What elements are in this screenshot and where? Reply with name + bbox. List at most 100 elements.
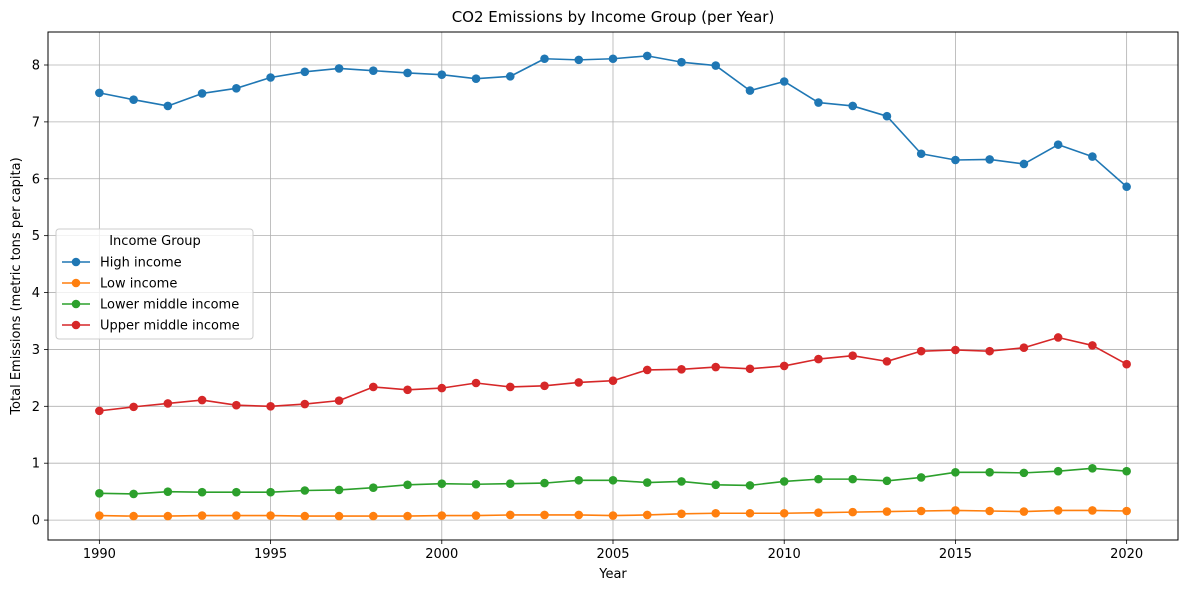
- data-point-low-income: [642, 510, 652, 520]
- data-point-upper-middle-income: [951, 345, 960, 355]
- data-point-lower-middle-income: [779, 477, 789, 486]
- data-point-high-income: [711, 61, 721, 70]
- data-point-upper-middle-income: [848, 351, 857, 360]
- data-point-upper-middle-income: [711, 362, 721, 372]
- data-point-low-income: [1088, 506, 1097, 515]
- data-point-low-income: [266, 511, 275, 520]
- data-point-low-income: [369, 511, 378, 521]
- data-point-high-income: [779, 77, 789, 86]
- data-point-low-income: [574, 510, 584, 520]
- data-point-upper-middle-income: [1019, 343, 1029, 353]
- data-point-upper-middle-income: [471, 378, 481, 388]
- data-point-upper-middle-income: [129, 402, 138, 412]
- data-point-lower-middle-income: [163, 487, 173, 496]
- x-tick-label: 2020: [1110, 547, 1143, 562]
- axis-ticks: 1990 1995 2000 2005 2010 2015 2020 0 1 2 3 4 5 6 7 8: [32, 58, 1143, 562]
- data-point-low-income: [1019, 507, 1029, 516]
- data-point-upper-middle-income: [608, 376, 618, 386]
- data-point-upper-middle-income: [1088, 341, 1097, 350]
- data-point-lower-middle-income: [232, 487, 241, 497]
- data-point-low-income: [985, 506, 994, 516]
- data-point-low-income: [1122, 506, 1131, 516]
- chart-title: CO2 Emissions by Income Group (per Year): [452, 8, 775, 26]
- legend-label: Low income: [100, 277, 177, 292]
- data-point-lower-middle-income: [711, 480, 721, 490]
- data-point-high-income: [369, 66, 378, 75]
- y-axis-title: Total Emissions (metric tons per capita): [9, 157, 24, 415]
- x-tick-label: 2010: [768, 547, 801, 562]
- data-point-upper-middle-income: [197, 395, 207, 405]
- data-point-high-income: [848, 101, 857, 111]
- data-point-lower-middle-income: [1053, 466, 1063, 476]
- data-point-low-income: [848, 507, 857, 517]
- data-point-high-income: [951, 155, 960, 165]
- data-point-lower-middle-income: [951, 468, 960, 477]
- data-point-lower-middle-income: [642, 478, 652, 487]
- data-point-low-income: [779, 508, 789, 518]
- data-point-upper-middle-income: [1122, 359, 1131, 369]
- data-point-lower-middle-income: [745, 481, 755, 490]
- data-point-low-income: [505, 510, 515, 520]
- legend: Income Group High income Low income Lower …: [55, 228, 254, 340]
- data-point-upper-middle-income: [95, 406, 104, 416]
- data-point-lower-middle-income: [1122, 466, 1131, 476]
- data-point-high-income: [985, 155, 994, 164]
- data-point-upper-middle-income: [745, 364, 755, 374]
- data-point-low-income: [745, 508, 755, 518]
- data-point-low-income: [232, 511, 241, 520]
- data-point-low-income: [129, 511, 138, 521]
- legend-label: Upper middle income: [100, 319, 240, 334]
- x-tick-label: 2005: [596, 547, 629, 562]
- data-point-high-income: [574, 55, 584, 65]
- data-point-upper-middle-income: [916, 346, 926, 356]
- data-point-upper-middle-income: [300, 399, 310, 409]
- data-point-lower-middle-income: [1088, 464, 1097, 473]
- data-point-lower-middle-income: [129, 489, 138, 499]
- x-tick-label: 1990: [83, 547, 116, 562]
- legend-entry-high-income: High income: [62, 256, 182, 271]
- data-point-lower-middle-income: [848, 474, 857, 484]
- data-point-lower-middle-income: [369, 483, 378, 492]
- data-point-upper-middle-income: [677, 365, 686, 374]
- data-point-high-income: [266, 73, 275, 82]
- data-point-upper-middle-income: [232, 400, 241, 410]
- series-high-income: [95, 51, 1131, 192]
- data-point-high-income: [608, 54, 618, 64]
- data-point-high-income: [642, 51, 652, 61]
- data-point-lower-middle-income: [916, 473, 926, 482]
- data-point-high-income: [403, 68, 412, 78]
- data-point-low-income: [882, 507, 892, 516]
- y-tick-label: 7: [32, 115, 40, 130]
- data-point-lower-middle-income: [95, 489, 104, 498]
- data-point-upper-middle-income: [882, 357, 892, 366]
- data-point-high-income: [814, 98, 823, 107]
- data-point-upper-middle-income: [779, 361, 789, 371]
- data-point-lower-middle-income: [266, 487, 275, 497]
- data-point-high-income: [197, 89, 207, 98]
- data-point-low-income: [608, 511, 618, 520]
- data-point-low-income: [711, 508, 721, 518]
- legend-entry-upper-middle-income: Upper middle income: [62, 319, 240, 334]
- data-point-low-income: [540, 510, 549, 520]
- data-point-low-income: [1053, 506, 1063, 515]
- legend-title: Income Group: [109, 234, 201, 249]
- data-point-lower-middle-income: [985, 468, 994, 477]
- data-point-lower-middle-income: [505, 479, 515, 488]
- series-low-income: [95, 506, 1131, 521]
- data-point-high-income: [745, 86, 755, 95]
- data-point-high-income: [540, 54, 549, 64]
- legend-marker: [71, 299, 81, 309]
- data-point-lower-middle-income: [540, 478, 549, 488]
- data-point-low-income: [163, 511, 173, 521]
- data-point-lower-middle-income: [334, 485, 344, 495]
- data-point-upper-middle-income: [266, 402, 275, 411]
- data-point-upper-middle-income: [505, 382, 515, 392]
- data-point-upper-middle-income: [437, 383, 447, 393]
- data-point-lower-middle-income: [882, 476, 892, 486]
- legend-marker: [71, 278, 81, 288]
- series-lower-middle-income: [95, 464, 1131, 499]
- x-tick-label: 2000: [425, 547, 458, 562]
- x-tick-label: 1995: [254, 547, 287, 562]
- data-point-low-income: [951, 506, 960, 515]
- data-point-lower-middle-income: [1019, 468, 1029, 478]
